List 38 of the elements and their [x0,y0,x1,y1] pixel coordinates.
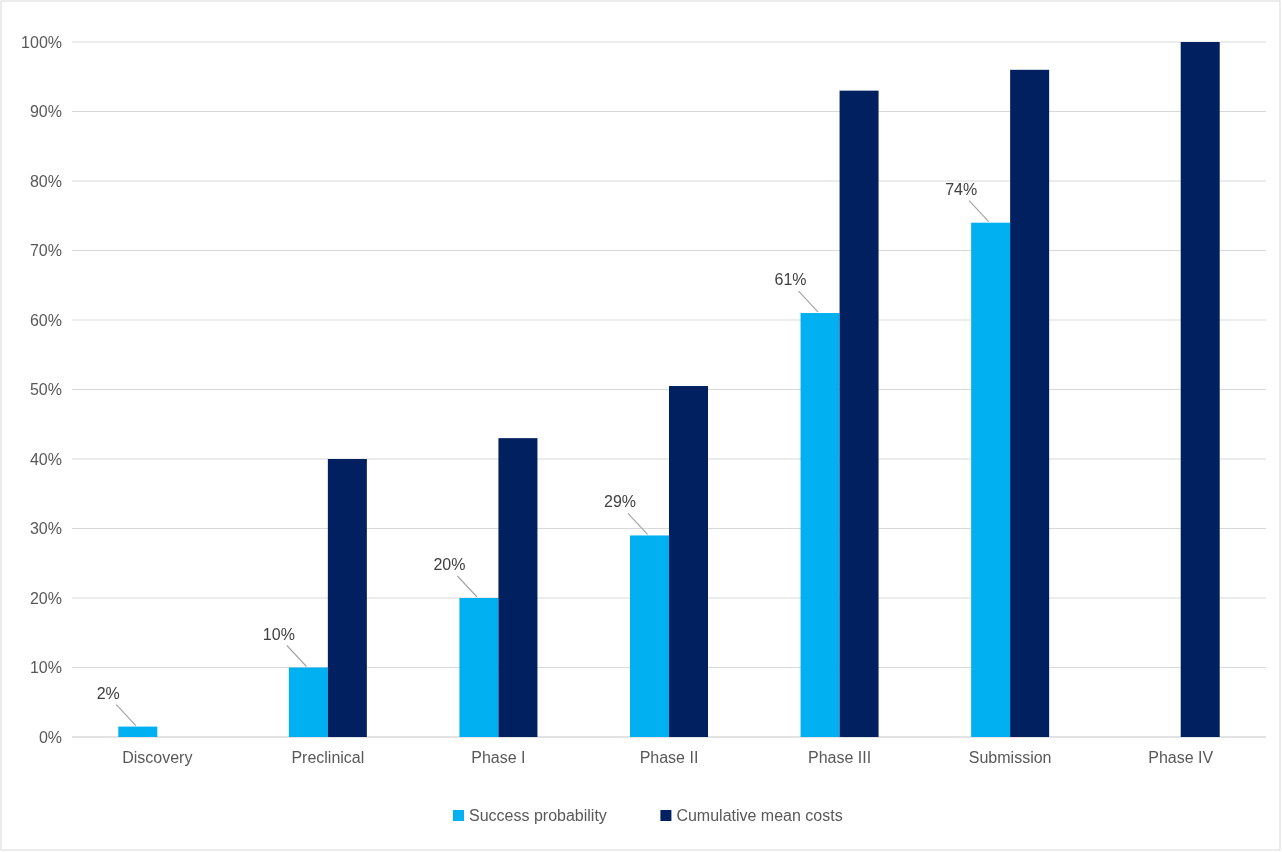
y-tick-label: 20% [29,589,62,607]
bar [1180,42,1220,737]
x-tick-label: Phase I [471,749,526,766]
data-label: 20% [433,556,466,573]
bar [118,726,158,737]
y-tick-label: 40% [29,450,62,468]
y-tick-label: 60% [29,311,62,329]
data-label: 61% [774,271,807,289]
x-tick-label: Phase IV [1148,749,1214,766]
bar [971,222,1011,737]
data-label: 10% [262,625,295,643]
data-label: 74% [945,180,978,198]
legend-label: Cumulative mean costs [676,807,843,824]
y-tick-label: 0% [38,728,62,746]
y-tick-label: 30% [29,520,62,538]
legend-label: Success probability [469,807,607,824]
y-tick-label: 50% [29,381,62,399]
bar [669,386,708,737]
data-label: 29% [603,493,637,511]
data-label: 2% [96,684,120,702]
x-tick-label: Phase III [807,749,872,766]
bar [1010,69,1050,737]
y-tick-label: 90% [29,103,62,121]
bar [800,313,840,737]
y-tick-label: 70% [29,242,62,260]
x-tick-label: Preclinical [291,749,365,766]
bar [630,535,669,737]
x-tick-label: Phase II [639,749,699,766]
y-tick-label: 100% [21,33,62,51]
bar [498,438,538,737]
x-tick-label: Submission [968,749,1052,766]
x-tick-label: Discovery [122,749,193,766]
y-tick-label: 10% [29,659,62,677]
y-tick-label: 80% [29,172,62,190]
bar [288,667,328,737]
bar [839,90,879,737]
bar [327,459,367,737]
bar [459,598,499,737]
